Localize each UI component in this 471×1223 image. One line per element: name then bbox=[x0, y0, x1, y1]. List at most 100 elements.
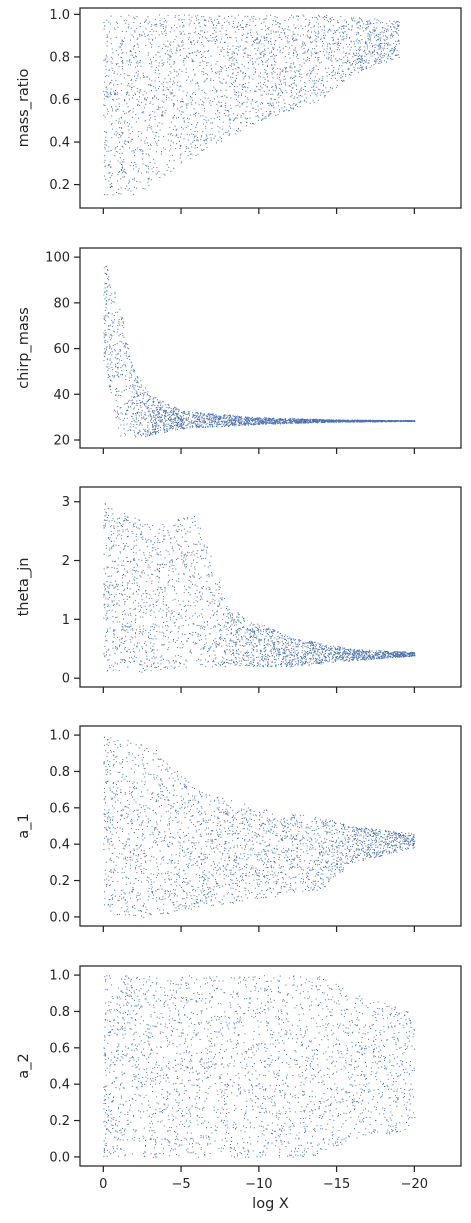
scatter-point bbox=[131, 116, 133, 118]
scatter-point bbox=[341, 39, 343, 41]
scatter-point bbox=[205, 143, 207, 144]
scatter-point bbox=[260, 103, 262, 105]
scatter-point bbox=[115, 366, 117, 368]
scatter-point bbox=[108, 146, 110, 148]
scatter-point bbox=[191, 123, 193, 125]
scatter-point bbox=[381, 50, 382, 52]
scatter-point bbox=[143, 395, 145, 397]
scatter-point bbox=[136, 403, 138, 405]
scatter-point bbox=[288, 110, 290, 112]
scatter-point bbox=[157, 414, 159, 416]
scatter-point bbox=[408, 420, 410, 422]
scatter-point bbox=[200, 144, 202, 146]
scatter-point bbox=[384, 28, 386, 30]
scatter-point bbox=[302, 53, 304, 54]
scatter-point bbox=[323, 26, 325, 28]
scatter-point bbox=[292, 422, 294, 424]
scatter-point bbox=[122, 62, 124, 64]
scatter-point bbox=[347, 61, 349, 62]
scatter-point bbox=[130, 61, 132, 63]
scatter-point bbox=[182, 44, 184, 46]
scatter-point bbox=[136, 413, 138, 415]
scatter-point bbox=[282, 52, 284, 54]
scatter-point bbox=[358, 47, 360, 49]
scatter-point bbox=[225, 418, 227, 419]
scatter-point bbox=[145, 98, 147, 100]
scatter-point bbox=[217, 421, 219, 423]
scatter-point bbox=[113, 73, 115, 74]
scatter-point bbox=[137, 381, 138, 383]
scatter-point bbox=[128, 355, 130, 357]
scatter-point bbox=[166, 428, 168, 430]
scatter-point bbox=[152, 103, 154, 105]
scatter-point bbox=[229, 420, 231, 421]
scatter-point bbox=[195, 102, 197, 104]
scatter-point bbox=[240, 116, 242, 118]
scatter-point bbox=[106, 95, 108, 97]
scatter-point bbox=[270, 38, 272, 40]
scatter-point bbox=[297, 106, 299, 108]
scatter-point bbox=[105, 273, 107, 274]
scatter-point bbox=[235, 416, 237, 418]
scatter-point bbox=[126, 60, 128, 62]
scatter-point bbox=[227, 48, 229, 50]
scatter-point bbox=[160, 407, 162, 409]
scatter-point bbox=[268, 422, 270, 424]
scatter-point bbox=[303, 43, 305, 45]
scatter-point bbox=[152, 131, 154, 133]
scatter-point bbox=[284, 422, 285, 424]
scatter-point bbox=[252, 424, 254, 426]
scatter-point bbox=[369, 66, 371, 68]
scatter-point bbox=[255, 102, 257, 103]
scatter-point bbox=[297, 19, 299, 21]
scatter-point bbox=[125, 30, 127, 32]
scatter-point bbox=[349, 37, 351, 38]
scatter-point bbox=[239, 417, 241, 419]
scatter-point bbox=[148, 179, 150, 181]
scatter-point bbox=[177, 423, 179, 425]
scatter-point bbox=[391, 23, 393, 24]
scatter-point bbox=[202, 100, 204, 102]
scatter-point bbox=[229, 48, 231, 50]
scatter-point bbox=[131, 364, 133, 366]
scatter-point bbox=[325, 67, 327, 69]
scatter-point bbox=[381, 61, 383, 63]
scatter-point bbox=[206, 415, 208, 417]
scatter-point bbox=[121, 167, 123, 169]
scatter-point bbox=[391, 34, 393, 36]
scatter-point bbox=[341, 80, 343, 82]
scatter-point bbox=[183, 60, 185, 61]
scatter-point bbox=[204, 421, 206, 423]
scatter-point bbox=[321, 421, 323, 422]
scatter-point bbox=[117, 427, 119, 429]
scatter-point bbox=[186, 92, 188, 94]
scatter-point bbox=[326, 91, 328, 93]
scatter-point bbox=[228, 414, 230, 416]
scatter-point bbox=[241, 39, 243, 41]
scatter-point bbox=[275, 85, 277, 87]
scatter-point bbox=[251, 418, 253, 420]
scatter-point bbox=[240, 70, 242, 72]
scatter-point bbox=[104, 175, 106, 177]
scatter-point bbox=[125, 375, 127, 377]
scatter-point bbox=[345, 37, 347, 39]
scatter-point bbox=[135, 72, 137, 74]
scatter-point bbox=[322, 17, 324, 19]
scatter-point bbox=[213, 24, 215, 26]
scatter-point bbox=[115, 350, 117, 352]
scatter-point bbox=[120, 193, 122, 195]
scatter-point bbox=[379, 32, 381, 34]
scatter-point bbox=[135, 166, 137, 168]
scatter-point bbox=[356, 49, 358, 51]
scatter-point bbox=[285, 68, 287, 70]
scatter-point bbox=[128, 136, 130, 138]
scatter-point bbox=[271, 24, 273, 26]
scatter-point bbox=[190, 102, 192, 104]
scatter-point bbox=[308, 421, 310, 423]
scatter-point bbox=[132, 97, 134, 99]
scatter-point bbox=[112, 69, 114, 71]
scatter-point bbox=[116, 331, 118, 333]
scatter-point bbox=[156, 30, 158, 32]
scatter-point bbox=[257, 420, 259, 422]
scatter-point bbox=[204, 91, 205, 93]
